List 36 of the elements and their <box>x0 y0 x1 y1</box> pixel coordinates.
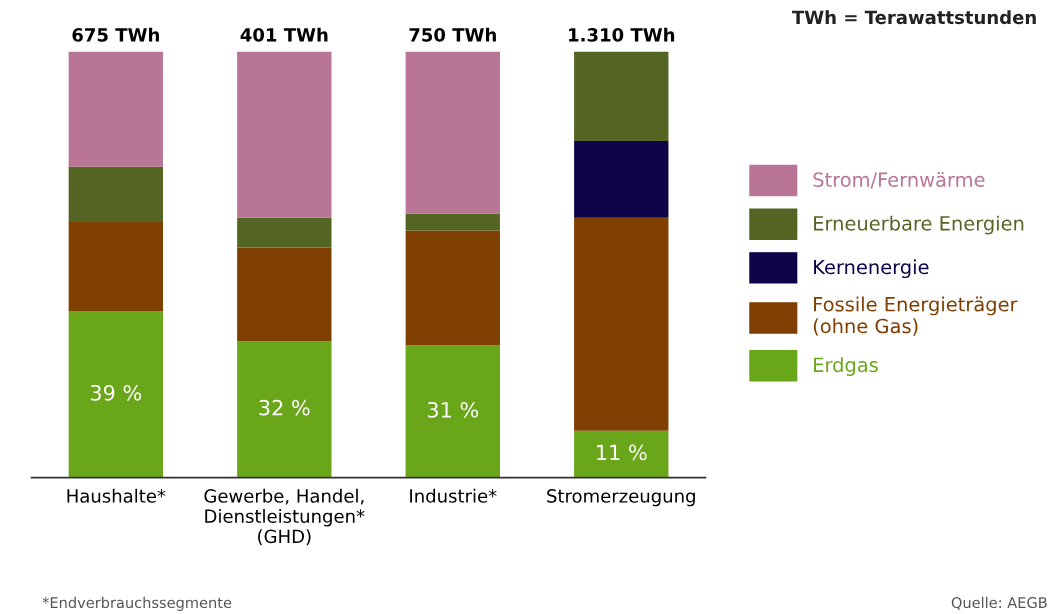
bar <box>68 51 163 167</box>
bar <box>405 230 500 346</box>
bar <box>574 51 669 142</box>
legend-label: Erneuerbare Energien <box>814 215 1024 235</box>
bar <box>237 217 332 248</box>
bar <box>405 51 500 214</box>
legend-label: Erdgas <box>814 357 878 376</box>
data-label: 39 % <box>90 384 142 401</box>
annotation: 675 TWh <box>72 27 159 42</box>
bar <box>237 247 332 342</box>
annotation: 1.310 TWh <box>569 27 675 42</box>
data-label: 31 % <box>427 401 479 418</box>
annotation: 750 TWh <box>409 27 496 42</box>
bar <box>574 217 669 431</box>
bar <box>405 345 500 478</box>
legend-label: Strom/Fernwärme <box>813 172 985 189</box>
bar <box>68 311 163 478</box>
text: TWh = Terawattstunden <box>792 10 1036 25</box>
x-tick-label: Industrie* <box>410 488 497 503</box>
x-tick-label: Gewerbe, Handel, Dienstleistungen* (GHD) <box>204 488 365 546</box>
bar <box>237 51 332 218</box>
x-tick-label: Haushalte* <box>67 488 166 503</box>
text: *Endverbrauchssegmente <box>42 596 232 611</box>
x-tick-label: Stromerzeugung <box>547 489 695 507</box>
bar <box>68 166 163 223</box>
data-label: 32 % <box>259 399 310 416</box>
bar <box>237 341 332 478</box>
source-note: Quelle: AEGB <box>951 596 1047 610</box>
legend-label: Fossile Energieträger (ohne Gas) <box>813 296 1018 336</box>
bar <box>574 141 669 218</box>
bar <box>68 222 163 312</box>
bar <box>405 213 500 231</box>
legend-label: Kernenergie <box>814 259 929 279</box>
data-label: 11 % <box>597 444 647 461</box>
bar <box>574 430 669 478</box>
annotation: 401 TWh <box>240 27 328 42</box>
